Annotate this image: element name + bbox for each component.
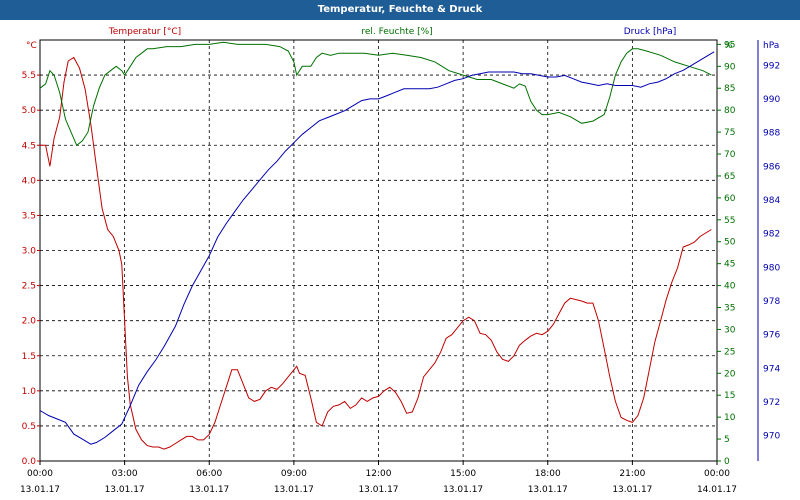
temperature-tick-label: 4.5 <box>22 141 36 151</box>
x-tick-date: 13.01.17 <box>105 485 145 495</box>
temperature-tick-label: 0.0 <box>22 457 37 467</box>
humidity-tick-label: 20 <box>724 369 736 379</box>
chart-area: °C Temperatur [°C] rel. Feuchte [%] Druc… <box>20 27 780 495</box>
humidity-tick-label: 60 <box>724 194 736 204</box>
humidity-tick-labels: 0 5 10 15 20 25 30 35 40 45 50 55 60 65 70 75 80 85 90 95 <box>717 40 736 467</box>
series-line-temperature <box>40 56 712 450</box>
temperature-tick-label: 0.5 <box>22 422 36 432</box>
pressure-tick-label: 992 <box>763 61 780 71</box>
temperature-unit-label: °C <box>26 41 37 51</box>
humidity-tick-label: 55 <box>724 216 735 226</box>
x-tick-date: 13.01.17 <box>20 485 60 495</box>
temperature-tick-label: 5.0 <box>22 106 37 116</box>
pressure-tick-label: 988 <box>763 129 780 139</box>
pressure-tick-label: 974 <box>763 364 780 374</box>
x-tick-time: 00:00 <box>27 469 53 479</box>
temperature-tick-label: 2.5 <box>22 282 36 292</box>
x-tick-date: 13.01.17 <box>612 485 652 495</box>
pressure-tick-label: 982 <box>763 230 780 240</box>
x-tick-labels: 00:00 13.01.17 03:00 13.01.17 06:00 13.01.17 0… <box>20 461 737 495</box>
humidity-tick-label: 40 <box>724 282 736 292</box>
x-tick-date: 13.01.17 <box>274 485 314 495</box>
x-tick-time: 21:00 <box>619 469 645 479</box>
pressure-tick-label: 990 <box>763 95 780 105</box>
pressure-tick-label: 970 <box>763 432 780 442</box>
legend-humidity: rel. Feuchte [%] <box>361 27 432 37</box>
humidity-tick-label: 25 <box>724 347 735 357</box>
x-tick-time: 00:00 <box>704 469 730 479</box>
humidity-tick-label: 45 <box>724 260 735 270</box>
x-tick-time: 18:00 <box>535 469 561 479</box>
humidity-tick-label: 70 <box>724 150 736 160</box>
humidity-tick-label: 35 <box>724 304 735 314</box>
temperature-tick-labels: 0.0 0.5 1.0 1.5 2.0 2.5 3.0 3.5 4.0 4.5 5.0 5.5 <box>22 71 40 467</box>
humidity-tick-label: 75 <box>724 128 735 138</box>
temperature-tick-label: 1.0 <box>22 387 37 397</box>
x-tick-time: 15:00 <box>450 469 476 479</box>
pressure-tick-label: 986 <box>763 162 780 172</box>
pressure-tick-labels: 970 972 974 976 978 980 982 984 986 988 990 992 <box>757 40 780 461</box>
humidity-tick-label: 15 <box>724 391 735 401</box>
temperature-tick-label: 5.5 <box>22 71 36 81</box>
legend-temperature: Temperatur [°C] <box>108 27 181 37</box>
humidity-tick-label: 5 <box>724 435 730 445</box>
humidity-tick-label: 10 <box>724 413 736 423</box>
legend-pressure: Druck [hPa] <box>624 27 677 37</box>
humidity-tick-label: 90 <box>724 62 736 72</box>
temperature-tick-label: 3.0 <box>22 247 37 257</box>
pressure-unit-label: hPa <box>763 41 779 51</box>
x-tick-time: 09:00 <box>281 469 307 479</box>
x-tick-time: 06:00 <box>196 469 222 479</box>
x-tick-date: 13.01.17 <box>189 485 229 495</box>
humidity-tick-label: 85 <box>724 84 735 94</box>
series-line-humidity <box>39 41 712 147</box>
x-tick-date: 13.01.17 <box>528 485 568 495</box>
chart-title: Temperatur, Feuchte & Druck <box>0 0 800 20</box>
series-line-pressure <box>39 51 715 445</box>
temperature-tick-label: 3.5 <box>22 211 36 221</box>
humidity-tick-label: 80 <box>724 106 736 116</box>
humidity-tick-label: 95 <box>724 40 735 50</box>
x-tick-time: 03:00 <box>112 469 138 479</box>
x-tick-date: 13.01.17 <box>358 485 398 495</box>
humidity-tick-label: 50 <box>724 238 736 248</box>
temperature-tick-label: 2.0 <box>22 317 37 327</box>
pressure-tick-label: 980 <box>763 263 780 273</box>
humidity-tick-label: 65 <box>724 172 735 182</box>
pressure-tick-label: 976 <box>763 331 780 341</box>
x-tick-date: 14.01.17 <box>697 485 737 495</box>
pressure-tick-label: 978 <box>763 297 780 307</box>
x-tick-time: 12:00 <box>366 469 392 479</box>
humidity-unit-label: % <box>724 41 733 51</box>
humidity-tick-label: 0 <box>724 457 730 467</box>
pressure-tick-label: 972 <box>763 398 780 408</box>
humidity-tick-label: 30 <box>724 325 736 335</box>
pressure-tick-label: 984 <box>763 196 780 206</box>
x-tick-date: 13.01.17 <box>443 485 483 495</box>
temperature-tick-label: 4.0 <box>22 176 37 186</box>
temperature-tick-label: 1.5 <box>22 352 36 362</box>
